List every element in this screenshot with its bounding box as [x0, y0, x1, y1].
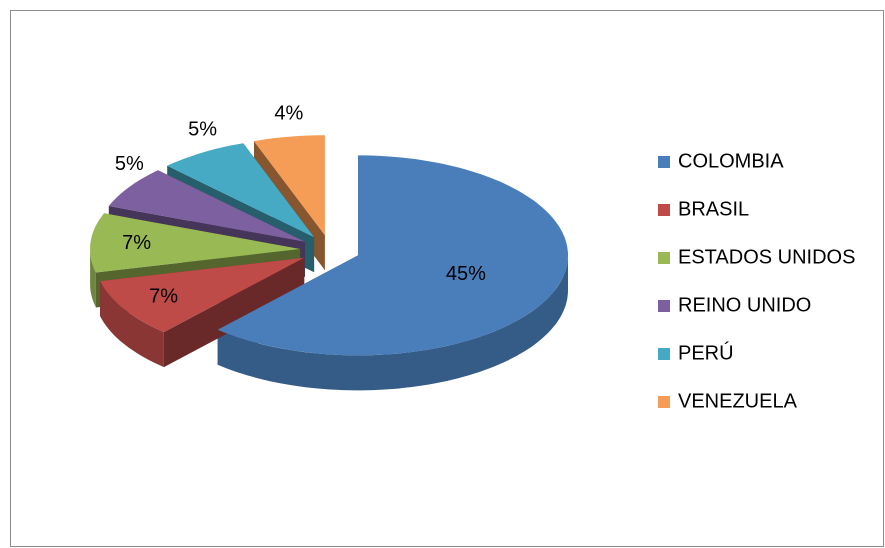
- legend-swatch: [658, 348, 670, 360]
- legend-label: ESTADOS UNIDOS: [678, 246, 855, 268]
- data-label-unit: %: [199, 119, 217, 141]
- slice: [167, 143, 315, 238]
- data-label-value: 7: [149, 286, 160, 308]
- data-label-unit: %: [126, 153, 144, 175]
- slice: [254, 135, 325, 236]
- slice-side: [100, 281, 164, 368]
- legend-swatch: [658, 156, 670, 168]
- data-label: 4%: [274, 103, 303, 125]
- data-label-unit: %: [133, 232, 151, 254]
- data-label: 7%: [149, 286, 178, 308]
- data-label-unit: %: [160, 286, 178, 308]
- legend-swatch: [658, 204, 670, 216]
- legend-label: REINO UNIDO: [678, 294, 811, 316]
- data-label-value: 5: [188, 119, 199, 141]
- slice: [100, 257, 305, 333]
- data-label-value: 7: [122, 232, 133, 254]
- slice-side: [217, 255, 568, 391]
- legend-label: VENEZUELA: [678, 390, 798, 412]
- slice: [217, 155, 568, 356]
- legend-swatch: [658, 252, 670, 264]
- data-label: 5%: [188, 119, 217, 141]
- legend-swatch: [658, 396, 670, 408]
- slice: [90, 213, 301, 273]
- data-label: 7%: [122, 232, 151, 254]
- data-label-value: 4: [274, 103, 285, 125]
- data-label-value: 45: [446, 263, 468, 285]
- data-label: 5%: [115, 153, 144, 175]
- data-label: 45%: [446, 263, 486, 285]
- data-label-value: 5: [115, 153, 126, 175]
- legend-label: BRASIL: [678, 198, 749, 220]
- legend-label: PERÚ: [678, 341, 734, 364]
- data-label-unit: %: [468, 263, 486, 285]
- data-label-unit: %: [286, 103, 304, 125]
- legend-label: COLOMBIA: [678, 150, 784, 172]
- legend-swatch: [658, 300, 670, 312]
- slice-side: [90, 249, 96, 308]
- slice: [108, 170, 305, 242]
